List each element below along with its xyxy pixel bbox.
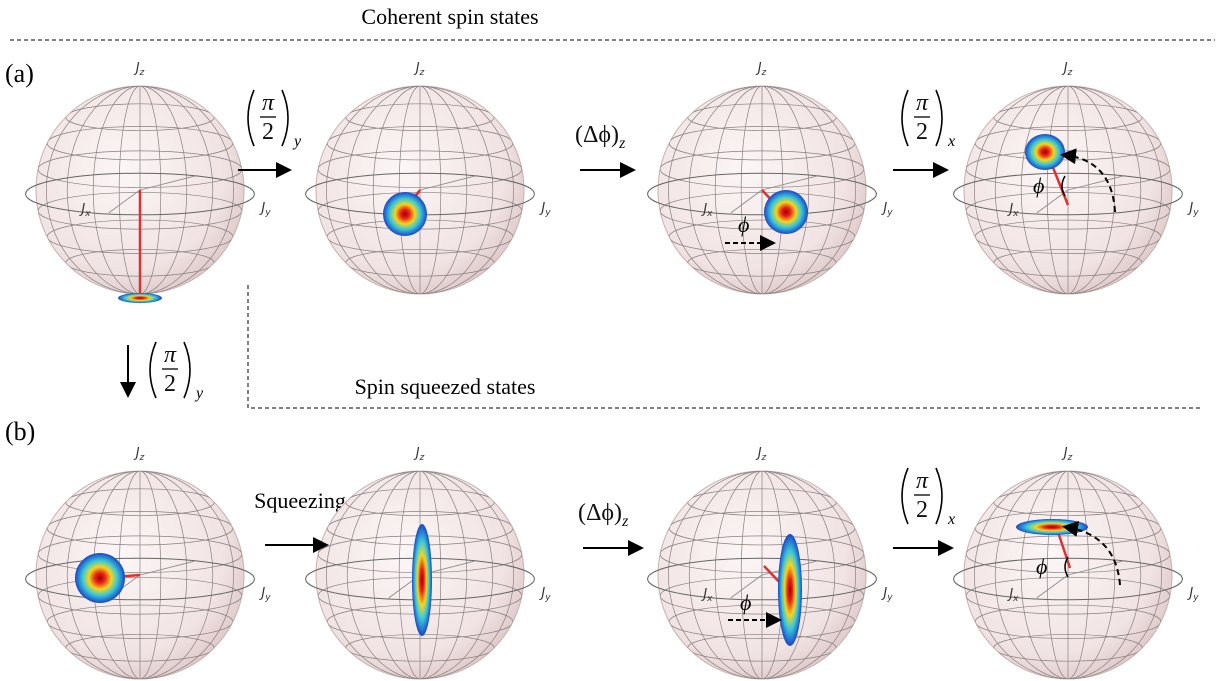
- paren: [902, 468, 908, 524]
- operation-label: (Δϕ)z: [575, 122, 626, 152]
- panel-label: (b): [5, 417, 35, 446]
- fraction-num: π: [916, 90, 929, 116]
- axis-subscript: z: [1067, 68, 1073, 78]
- phase-sub: z: [621, 513, 629, 530]
- fraction-num: π: [164, 342, 177, 368]
- axis-label: Jz: [1061, 446, 1073, 463]
- axis-subscript: z: [139, 68, 145, 78]
- panel-label: (a): [5, 59, 34, 88]
- spin-distribution: [778, 534, 802, 646]
- axis-subscript: y: [264, 208, 271, 218]
- axis-subscript: y: [886, 593, 893, 603]
- fraction-den: 2: [916, 119, 928, 145]
- operation-label: (Δϕ)z: [578, 500, 629, 530]
- axis-label: Jz: [1061, 61, 1073, 78]
- paren: [936, 90, 942, 146]
- fraction-num: π: [916, 468, 929, 494]
- axis-label: Jy: [880, 586, 893, 603]
- bloch-sphere: [954, 86, 1183, 294]
- fraction-den: 2: [916, 497, 928, 523]
- paren: [936, 468, 942, 524]
- axis-subscript: y: [1192, 593, 1199, 603]
- fraction-num: π: [262, 90, 275, 116]
- axis-label: Jy: [258, 586, 271, 603]
- axis-subscript: x: [706, 209, 713, 219]
- phase: (Δϕ): [575, 122, 619, 148]
- axis-subscript: z: [1067, 453, 1073, 463]
- axis-label: Jy: [1186, 586, 1199, 603]
- axis-subscript: x: [1012, 594, 1019, 604]
- phase: (Δϕ): [578, 500, 622, 526]
- fraction-sub: y: [292, 133, 302, 150]
- axis-label: Jy: [538, 201, 551, 218]
- axis-subscript: y: [264, 593, 271, 603]
- phase-sub: z: [618, 135, 626, 152]
- axis-label: Jz: [133, 446, 145, 463]
- axis-label: Jy: [538, 586, 551, 603]
- paren: [282, 90, 288, 146]
- spin-distribution: [75, 553, 125, 603]
- angle-label: ϕ: [1033, 173, 1044, 198]
- angle-label: ϕ: [1036, 554, 1047, 579]
- paren: [902, 90, 908, 146]
- axis-label: Jz: [755, 61, 767, 78]
- axis-label: Jz: [133, 61, 145, 78]
- section-title: Spin squeezed states: [355, 374, 536, 399]
- spin-distribution: [383, 192, 427, 236]
- fraction-sub: y: [194, 385, 204, 402]
- axis-subscript: y: [1192, 208, 1199, 218]
- spin-distribution: [118, 293, 162, 303]
- axis-label: Jz: [755, 446, 767, 463]
- paren: [184, 342, 190, 398]
- axis-label: Jy: [1186, 201, 1199, 218]
- fraction-sub: x: [947, 133, 955, 150]
- fraction-den: 2: [262, 119, 274, 145]
- axis-label: Jy: [258, 201, 271, 218]
- axis-subscript: x: [1012, 209, 1019, 219]
- figure: Coherent spin states Spin squeezed state…: [0, 0, 1225, 681]
- section-title: Coherent spin states: [361, 4, 538, 29]
- spin-distribution: [1025, 134, 1065, 170]
- bloch-sphere: [648, 471, 877, 679]
- axis-subscript: y: [886, 208, 893, 218]
- paren: [150, 342, 156, 398]
- angle-label: ϕ: [738, 212, 749, 237]
- spin-distribution: [412, 524, 432, 636]
- axis-label: Jz: [413, 446, 425, 463]
- operation-label: Squeezing: [254, 488, 346, 513]
- angle-label: ϕ: [740, 590, 751, 615]
- bloch-sphere: [954, 471, 1183, 679]
- axis-subscript: x: [706, 594, 713, 604]
- axis-label: Jy: [880, 201, 893, 218]
- spin-distribution: [764, 190, 808, 234]
- axis-subscript: z: [419, 453, 425, 463]
- paren: [248, 90, 254, 146]
- fraction-den: 2: [164, 371, 176, 397]
- axis-subscript: y: [544, 208, 551, 218]
- axis-subscript: z: [139, 453, 145, 463]
- axis-subscript: z: [761, 68, 767, 78]
- axis-subscript: x: [84, 209, 91, 219]
- axis-subscript: y: [544, 593, 551, 603]
- axis-subscript: z: [761, 453, 767, 463]
- fraction-sub: x: [947, 511, 955, 528]
- axis-label: Jz: [413, 61, 425, 78]
- axis-subscript: z: [419, 68, 425, 78]
- spin-distribution: [1016, 519, 1088, 535]
